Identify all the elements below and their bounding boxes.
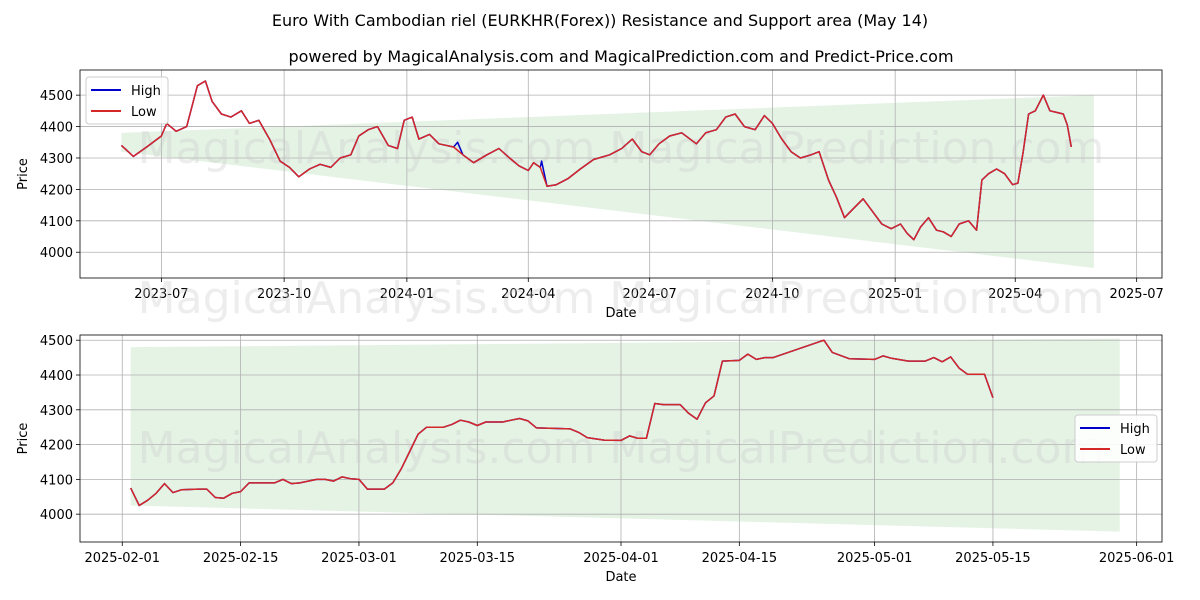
legend-label-low: Low	[131, 105, 157, 120]
x-tick-label: 2025-01	[868, 287, 922, 302]
top-chart-panel: 2023-07 2023-10 2024-01 2024-04 2024-07 2024-…	[16, 69, 1164, 324]
y-tick-label: 4100	[40, 473, 73, 488]
x-tick-label: 2025-04	[988, 287, 1042, 302]
x-axis-label: Date	[605, 306, 636, 321]
y-axis-label: Price	[16, 158, 31, 190]
y-tick-label: 4300	[40, 152, 73, 167]
y-tick-label: 4500	[40, 334, 73, 349]
x-tick-label: 2025-05-01	[837, 551, 913, 566]
chart-subtitle: powered by MagicalAnalysis.com and Magic…	[288, 47, 953, 66]
x-tick-label: 2025-03-15	[440, 551, 516, 566]
x-axis-label: Date	[605, 570, 636, 585]
x-tick-label: 2025-02-15	[203, 551, 279, 566]
x-tick-label: 2024-01	[380, 287, 434, 302]
watermark-lower: MagicalAnalysis.com MagicalPrediction.co…	[138, 273, 1105, 324]
x-tick-label: 2025-02-01	[84, 551, 160, 566]
series-line-low	[120, 80, 1073, 241]
legend-box	[1074, 414, 1158, 463]
x-tick-label: 2024-04	[501, 287, 555, 302]
x-tick-label: 2025-03-01	[321, 551, 397, 566]
legend: High Low	[85, 76, 169, 125]
y-tick-label: 4200	[40, 439, 73, 454]
bottom-chart-panel: 2025-02-01 2025-02-15 2025-03-01 2025-03-15…	[16, 334, 1174, 585]
series-line-low	[130, 339, 994, 507]
x-tick-label: 2024-07	[623, 287, 677, 302]
legend-label-high: High	[1120, 422, 1150, 437]
watermark: MagicalAnalysis.com MagicalPrediction.co…	[138, 423, 1105, 474]
legend-label-low: Low	[1120, 443, 1146, 458]
plot-frame	[79, 334, 1163, 543]
x-tick-label: 2025-04-15	[702, 551, 778, 566]
y-tick-label: 4000	[40, 508, 73, 523]
x-tick-label: 2023-07	[134, 287, 188, 302]
legend-box	[85, 76, 169, 125]
legend: High Low	[1074, 414, 1158, 463]
legend-label-high: High	[131, 84, 161, 99]
y-tick-label: 4300	[40, 404, 73, 419]
y-tick-label: 4000	[40, 246, 73, 261]
y-tick-label: 4400	[40, 369, 73, 384]
x-tick-label: 2025-06-01	[1099, 551, 1175, 566]
x-tick-label: 2025-04-01	[583, 551, 659, 566]
support-resistance-band	[130, 338, 1120, 532]
y-tick-label: 4200	[40, 183, 73, 198]
y-axis-label: Price	[16, 423, 31, 455]
x-tick-label: 2024-10	[745, 287, 799, 302]
plot-frame	[79, 69, 1163, 279]
chart-title: Euro With Cambodian riel (EURKHR(Forex))…	[272, 11, 928, 30]
y-tick-label: 4100	[40, 215, 73, 230]
x-tick-label: 2023-10	[257, 287, 311, 302]
support-resistance-band	[121, 95, 1094, 268]
x-tick-label: 2025-05-15	[955, 551, 1031, 566]
y-tick-label: 4500	[40, 89, 73, 104]
x-tick-label: 2025-07	[1109, 287, 1163, 302]
y-tick-label: 4400	[40, 121, 73, 136]
